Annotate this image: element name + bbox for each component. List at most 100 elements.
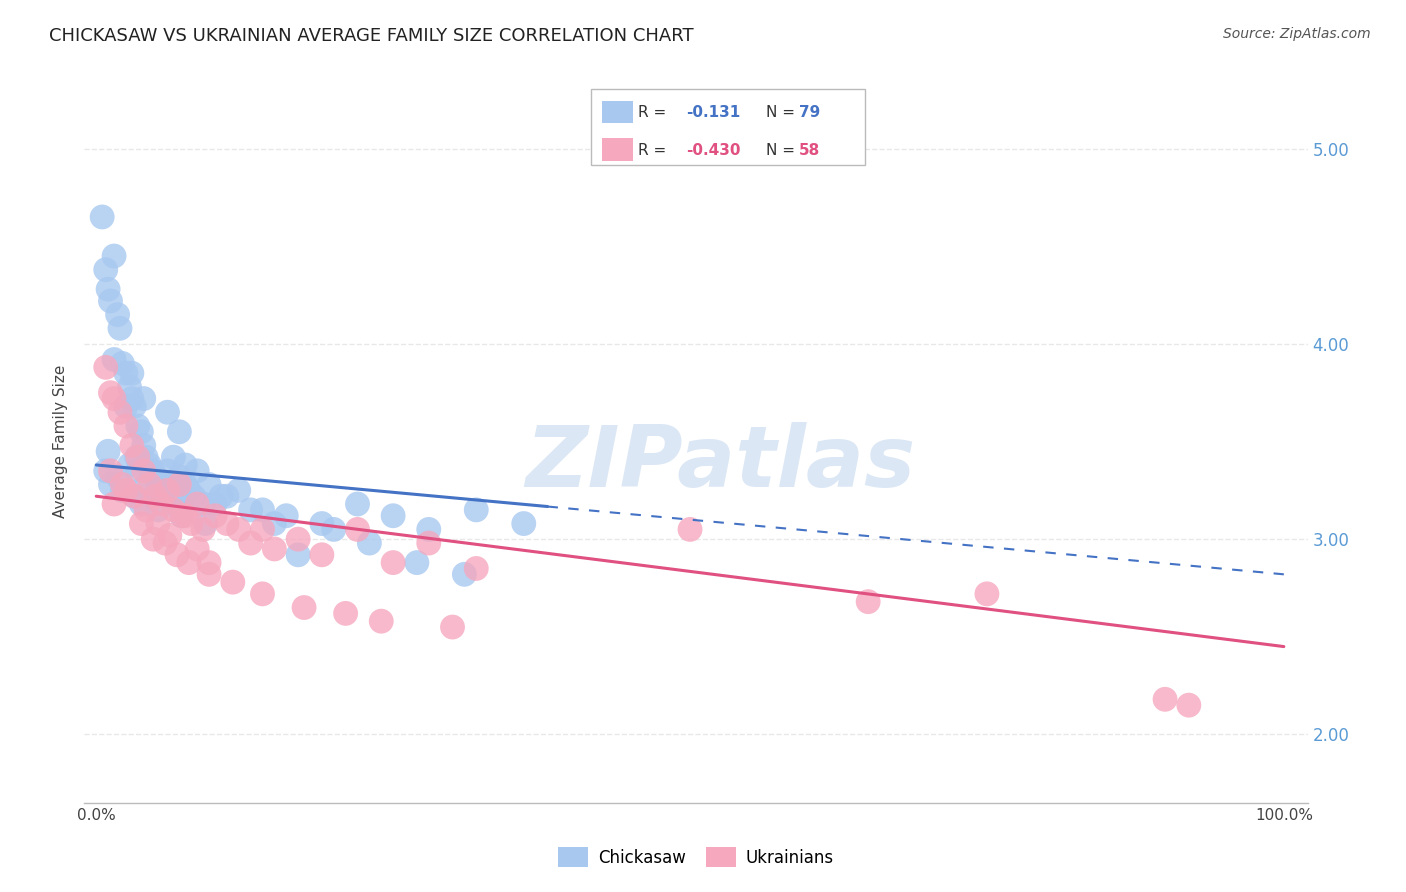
Point xyxy=(441,620,464,634)
Point xyxy=(311,516,333,531)
Point xyxy=(138,477,160,491)
Text: CHICKASAW VS UKRAINIAN AVERAGE FAMILY SIZE CORRELATION CHART: CHICKASAW VS UKRAINIAN AVERAGE FAMILY SI… xyxy=(49,27,693,45)
Text: N =: N = xyxy=(766,143,800,158)
Point xyxy=(159,528,181,542)
Point xyxy=(127,450,149,465)
Point xyxy=(183,489,205,503)
Point xyxy=(94,464,117,478)
Point xyxy=(186,541,208,556)
Point xyxy=(118,380,141,394)
Point xyxy=(346,523,368,537)
Point xyxy=(103,352,125,367)
Point xyxy=(115,418,138,433)
Point xyxy=(153,483,176,498)
Point xyxy=(209,489,232,503)
Text: R =: R = xyxy=(638,105,672,120)
Point xyxy=(111,477,134,491)
Point xyxy=(103,392,125,406)
Point xyxy=(198,477,221,491)
Point xyxy=(115,483,138,498)
Point xyxy=(121,392,143,406)
Point xyxy=(382,556,405,570)
Point xyxy=(97,282,120,296)
Point xyxy=(263,541,285,556)
Point xyxy=(91,210,114,224)
Point xyxy=(239,536,262,550)
Point xyxy=(169,469,191,483)
Point xyxy=(169,425,191,439)
Legend: Chickasaw, Ukrainians: Chickasaw, Ukrainians xyxy=(551,840,841,874)
Point xyxy=(252,587,274,601)
Point xyxy=(177,483,200,498)
Point xyxy=(215,489,238,503)
Point xyxy=(118,458,141,472)
Point xyxy=(94,262,117,277)
Point xyxy=(97,444,120,458)
Point xyxy=(453,567,475,582)
Point xyxy=(186,497,208,511)
Point xyxy=(287,532,309,546)
Point xyxy=(322,523,344,537)
Point xyxy=(142,464,165,478)
Point xyxy=(856,595,879,609)
Point xyxy=(174,458,197,472)
Point xyxy=(108,405,131,419)
Point xyxy=(276,508,298,523)
Point xyxy=(228,483,250,498)
Point xyxy=(139,464,162,478)
Point xyxy=(1154,692,1177,706)
Point xyxy=(513,516,536,531)
Point xyxy=(159,477,181,491)
Point xyxy=(198,567,221,582)
Point xyxy=(153,536,176,550)
Point xyxy=(311,548,333,562)
Point xyxy=(418,523,440,537)
Point xyxy=(162,503,184,517)
Point xyxy=(146,516,169,531)
Point xyxy=(142,489,165,503)
Point xyxy=(292,600,315,615)
Text: 58: 58 xyxy=(799,143,820,158)
Point xyxy=(150,483,173,498)
Point xyxy=(418,536,440,550)
Point xyxy=(145,469,167,483)
Point xyxy=(186,464,208,478)
Point xyxy=(382,508,405,523)
Point xyxy=(194,516,217,531)
Point xyxy=(162,450,184,465)
Point xyxy=(131,425,153,439)
Point xyxy=(150,489,173,503)
Point xyxy=(162,497,184,511)
Point xyxy=(142,532,165,546)
Point xyxy=(239,503,262,517)
Point xyxy=(127,418,149,433)
Point xyxy=(150,497,173,511)
Point xyxy=(108,321,131,335)
Point xyxy=(370,614,392,628)
Point xyxy=(252,503,274,517)
Y-axis label: Average Family Size: Average Family Size xyxy=(53,365,69,518)
Point xyxy=(252,523,274,537)
Point xyxy=(103,497,125,511)
Point xyxy=(170,497,193,511)
Point xyxy=(135,503,157,517)
Point xyxy=(215,516,238,531)
Point xyxy=(131,497,153,511)
Point xyxy=(100,464,122,478)
Point xyxy=(180,516,202,531)
Text: -0.131: -0.131 xyxy=(686,105,741,120)
Point xyxy=(156,405,179,419)
Text: Source: ZipAtlas.com: Source: ZipAtlas.com xyxy=(1223,27,1371,41)
Point xyxy=(135,477,157,491)
Point xyxy=(107,308,129,322)
Point xyxy=(191,523,214,537)
Text: 79: 79 xyxy=(799,105,820,120)
Point xyxy=(107,469,129,483)
Point xyxy=(122,400,145,414)
Point xyxy=(111,483,134,498)
Point xyxy=(145,489,167,503)
Point xyxy=(406,556,429,570)
Point xyxy=(127,464,149,478)
Point xyxy=(135,450,157,465)
Point xyxy=(204,497,226,511)
